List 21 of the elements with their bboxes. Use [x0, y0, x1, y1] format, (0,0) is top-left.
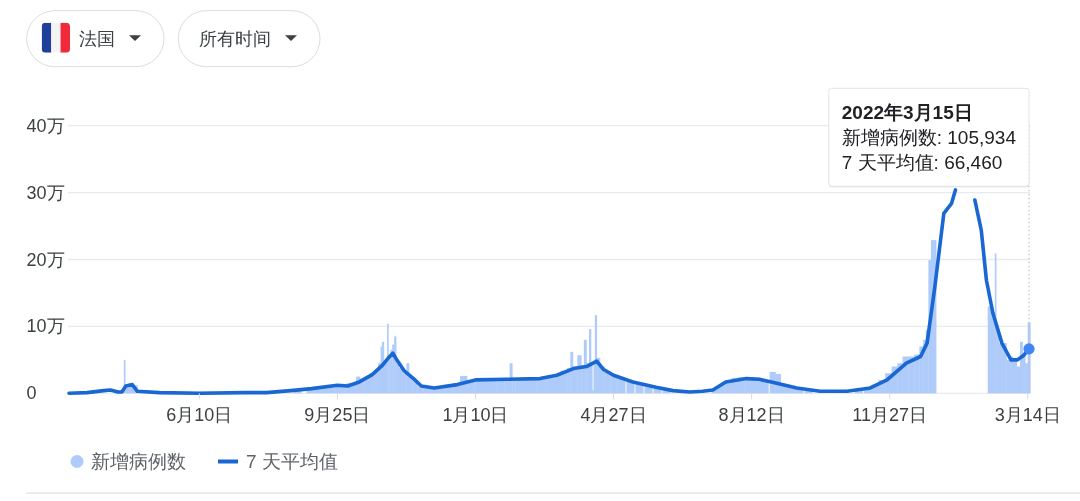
- y-tick-label: 20万: [26, 249, 65, 270]
- y-tick-label: 40万: [26, 115, 65, 136]
- x-tick-label: 11月27日: [852, 405, 928, 426]
- legend-label: 新增病例数: [91, 451, 186, 472]
- chart-title: 法国: [79, 28, 115, 49]
- legend-label: 7 天平均值: [246, 451, 338, 472]
- y-tick-label: 10万: [26, 316, 65, 337]
- tooltip-heading: 2022年3月15日: [841, 102, 973, 124]
- x-tick-label: 6月10日: [166, 405, 233, 426]
- chart-subtitle: 所有时间: [199, 28, 271, 49]
- y-tick-label: 0: [26, 383, 37, 404]
- annotation: 新增病例数: 105,934: [841, 127, 1016, 149]
- subtitle-dropdown: 所有时间: [177, 10, 321, 68]
- x-tick-label: 1月10日: [442, 405, 509, 426]
- x-tick-label: 8月12日: [718, 405, 785, 426]
- x-tick-label: 9月25日: [304, 405, 371, 426]
- x-tick-label: 4月27日: [580, 405, 647, 426]
- annotation: 7 天平均值: 66,460: [841, 152, 1003, 174]
- x-tick-label: 3月14日: [994, 405, 1061, 426]
- title-dropdown: 法国: [26, 10, 165, 68]
- y-tick-label: 30万: [26, 182, 65, 203]
